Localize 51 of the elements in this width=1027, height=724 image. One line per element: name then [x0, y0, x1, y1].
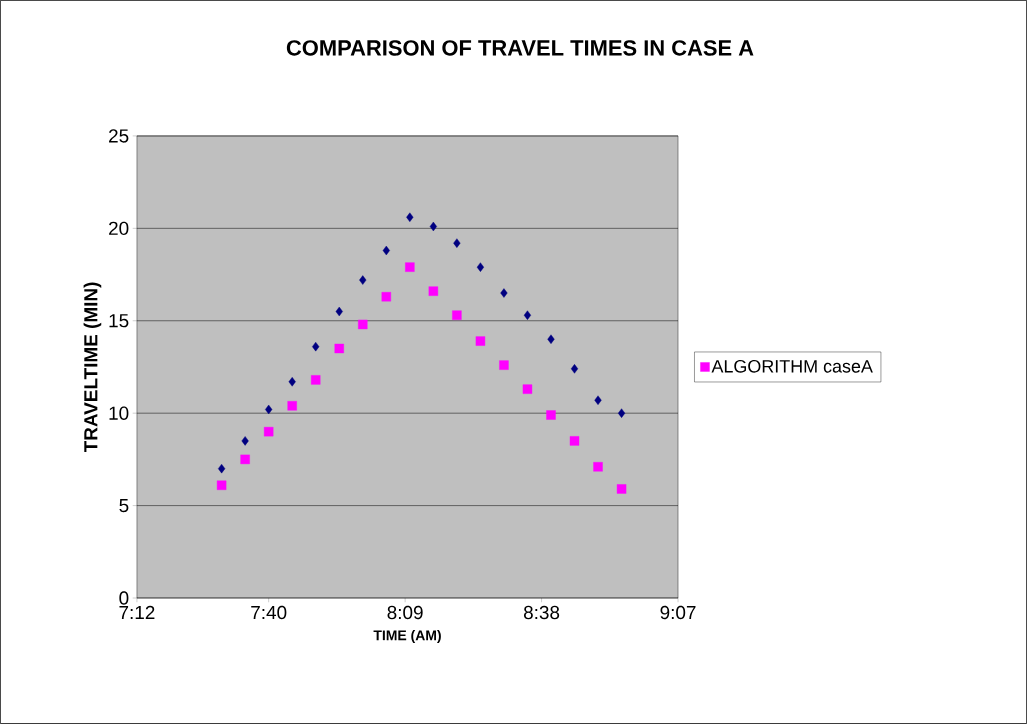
point	[381, 292, 391, 302]
x-tick-label: 8:09	[387, 605, 423, 620]
point	[382, 245, 390, 256]
point	[452, 310, 462, 320]
point	[335, 306, 343, 317]
y-tick-label: 20	[109, 221, 129, 236]
point	[311, 375, 321, 385]
y-tick-label: 0	[119, 591, 129, 605]
legend-label: ALGORITHM caseA	[711, 359, 873, 373]
point	[263, 426, 274, 437]
point	[428, 286, 439, 296]
point	[288, 377, 296, 387]
point	[594, 395, 602, 405]
point	[476, 262, 484, 272]
x-tick-label: 9:07	[660, 605, 696, 620]
point	[569, 436, 580, 446]
y-tick-label: 25	[109, 129, 129, 143]
x-tick-label: 7:12	[119, 605, 155, 620]
point	[359, 275, 367, 285]
point	[500, 288, 508, 298]
point	[406, 212, 414, 222]
chart-title: COMPARISON OF TRAVEL TIMES IN CASE A	[286, 40, 754, 56]
point	[523, 310, 532, 320]
y-axis-title: TRAVELTIME (MIN)	[83, 282, 102, 453]
x-tick-label: 8:38	[523, 605, 560, 620]
point	[241, 436, 249, 446]
point	[616, 484, 627, 494]
point	[453, 238, 461, 248]
point	[546, 410, 556, 420]
x-axis-title: TIME (AM)	[373, 630, 441, 644]
point	[618, 408, 626, 418]
point	[499, 360, 509, 370]
y-tick-label: 15	[109, 314, 129, 328]
point	[475, 336, 486, 346]
point	[547, 334, 555, 344]
point	[593, 462, 603, 472]
y-tick-label: 10	[109, 406, 129, 420]
point	[429, 221, 437, 232]
point	[218, 463, 226, 474]
point	[358, 319, 368, 330]
x-tick-label: 7:40	[251, 605, 287, 620]
point	[522, 384, 533, 394]
point	[405, 262, 415, 272]
point	[240, 454, 250, 465]
point	[570, 364, 579, 374]
point	[265, 404, 273, 415]
point	[216, 480, 227, 490]
point	[287, 401, 297, 411]
point	[334, 343, 344, 354]
y-tick-label: 5	[119, 499, 129, 513]
point	[312, 341, 320, 352]
